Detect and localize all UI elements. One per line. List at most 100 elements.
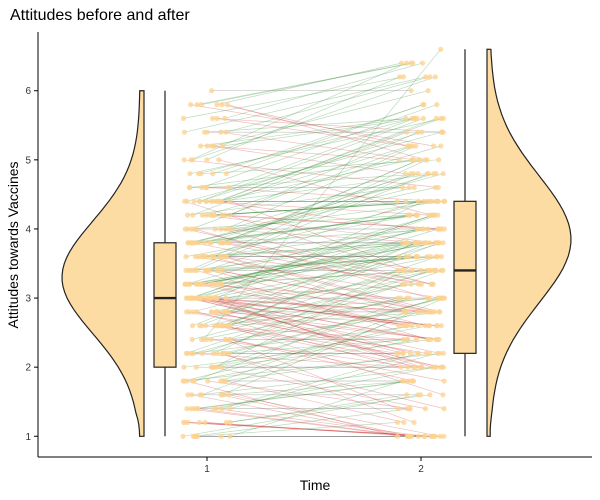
- paired-line: [221, 228, 432, 285]
- paired-line: [229, 131, 418, 216]
- point-time-1: [223, 171, 229, 177]
- paired-line: [201, 297, 430, 327]
- point-time-2: [420, 226, 426, 232]
- paired-line: [210, 297, 422, 313]
- point-time-2: [415, 350, 421, 356]
- paired-line: [206, 228, 439, 299]
- point-time-1: [184, 406, 190, 412]
- point-time-2: [402, 267, 408, 273]
- paired-line: [209, 214, 410, 244]
- point-time-1: [216, 157, 222, 163]
- point-time-2: [413, 143, 419, 149]
- point-time-1: [222, 115, 228, 121]
- point-time-2: [419, 60, 426, 66]
- point-time-1: [206, 295, 213, 301]
- paired-line: [216, 159, 413, 202]
- paired-line: [186, 242, 438, 285]
- paired-line: [200, 297, 433, 368]
- point-time-2: [421, 198, 427, 204]
- paired-line: [199, 422, 434, 437]
- point-time-1: [181, 364, 187, 370]
- paired-line: [221, 394, 411, 437]
- paired-line: [189, 242, 425, 285]
- point-time-2: [433, 323, 440, 329]
- point-time-2: [427, 198, 433, 204]
- point-time-1: [202, 419, 208, 425]
- point-time-2: [437, 364, 443, 370]
- point-time-1: [203, 323, 209, 329]
- point-time-2: [438, 46, 444, 52]
- point-time-1: [225, 184, 231, 191]
- point-time-2: [415, 323, 422, 329]
- paired-line: [199, 131, 422, 202]
- point-time-2: [435, 184, 441, 191]
- paired-line: [196, 311, 401, 368]
- point-time-2: [402, 281, 408, 287]
- paired-line: [200, 242, 416, 285]
- chart-title: Attitudes before and after: [10, 7, 190, 24]
- paired-line: [222, 256, 428, 271]
- x-tick-label-2: 2: [418, 464, 424, 475]
- point-time-2: [434, 240, 440, 246]
- point-time-2: [438, 115, 444, 121]
- paired-line: [187, 214, 408, 230]
- point-time-1: [198, 336, 205, 343]
- paired-line: [212, 104, 425, 175]
- point-time-1: [181, 157, 187, 163]
- point-time-1: [187, 184, 193, 191]
- point-time-2: [428, 309, 434, 315]
- point-time-2: [440, 171, 446, 177]
- paired-line: [216, 118, 442, 202]
- point-time-2: [433, 254, 439, 260]
- paired-line: [198, 297, 429, 340]
- point-time-2: [441, 378, 447, 384]
- point-time-2: [409, 143, 415, 149]
- point-time-1: [182, 198, 188, 204]
- paired-line: [186, 380, 398, 437]
- paired-line: [229, 200, 413, 271]
- point-time-1: [204, 157, 210, 163]
- paired-line: [207, 297, 422, 368]
- paired-line: [229, 173, 419, 230]
- point-time-2: [400, 184, 406, 191]
- point-time-2: [426, 212, 432, 218]
- paired-line: [192, 283, 403, 340]
- paired-line: [228, 311, 438, 340]
- point-time-2: [400, 336, 406, 343]
- paired-line: [202, 214, 437, 244]
- paired-line: [183, 352, 444, 382]
- paired-line: [204, 173, 435, 244]
- paired-line: [216, 311, 441, 368]
- paired-line: [197, 408, 411, 437]
- paired-line: [226, 394, 430, 423]
- paired-line: [214, 325, 421, 368]
- axes-layer: 1 2 3 4 5 6 1 2: [25, 32, 592, 475]
- point-time-1: [192, 226, 198, 232]
- paired-line: [218, 297, 428, 327]
- point-time-2: [402, 171, 409, 177]
- paired-line: [222, 352, 415, 423]
- point-time-2: [436, 157, 442, 163]
- point-time-1: [199, 350, 205, 356]
- point-time-1: [194, 295, 200, 301]
- paired-line: [225, 145, 416, 230]
- paired-line: [187, 422, 432, 437]
- paired-line: [204, 200, 432, 257]
- paired-line: [191, 173, 444, 244]
- point-time-2: [418, 392, 424, 398]
- point-time-2: [437, 433, 443, 439]
- point-time-2: [405, 364, 411, 370]
- point-time-2: [394, 433, 401, 439]
- paired-line: [221, 325, 443, 368]
- paired-line: [216, 283, 422, 299]
- point-time-1: [188, 102, 194, 108]
- point-time-2: [438, 143, 444, 149]
- paired-line: [227, 270, 436, 327]
- point-time-1: [219, 323, 225, 329]
- point-time-1: [208, 240, 214, 246]
- point-time-2: [395, 406, 401, 412]
- point-time-1: [192, 433, 198, 439]
- paired-line: [222, 200, 406, 216]
- paired-line: [222, 118, 418, 147]
- paired-line: [198, 270, 435, 285]
